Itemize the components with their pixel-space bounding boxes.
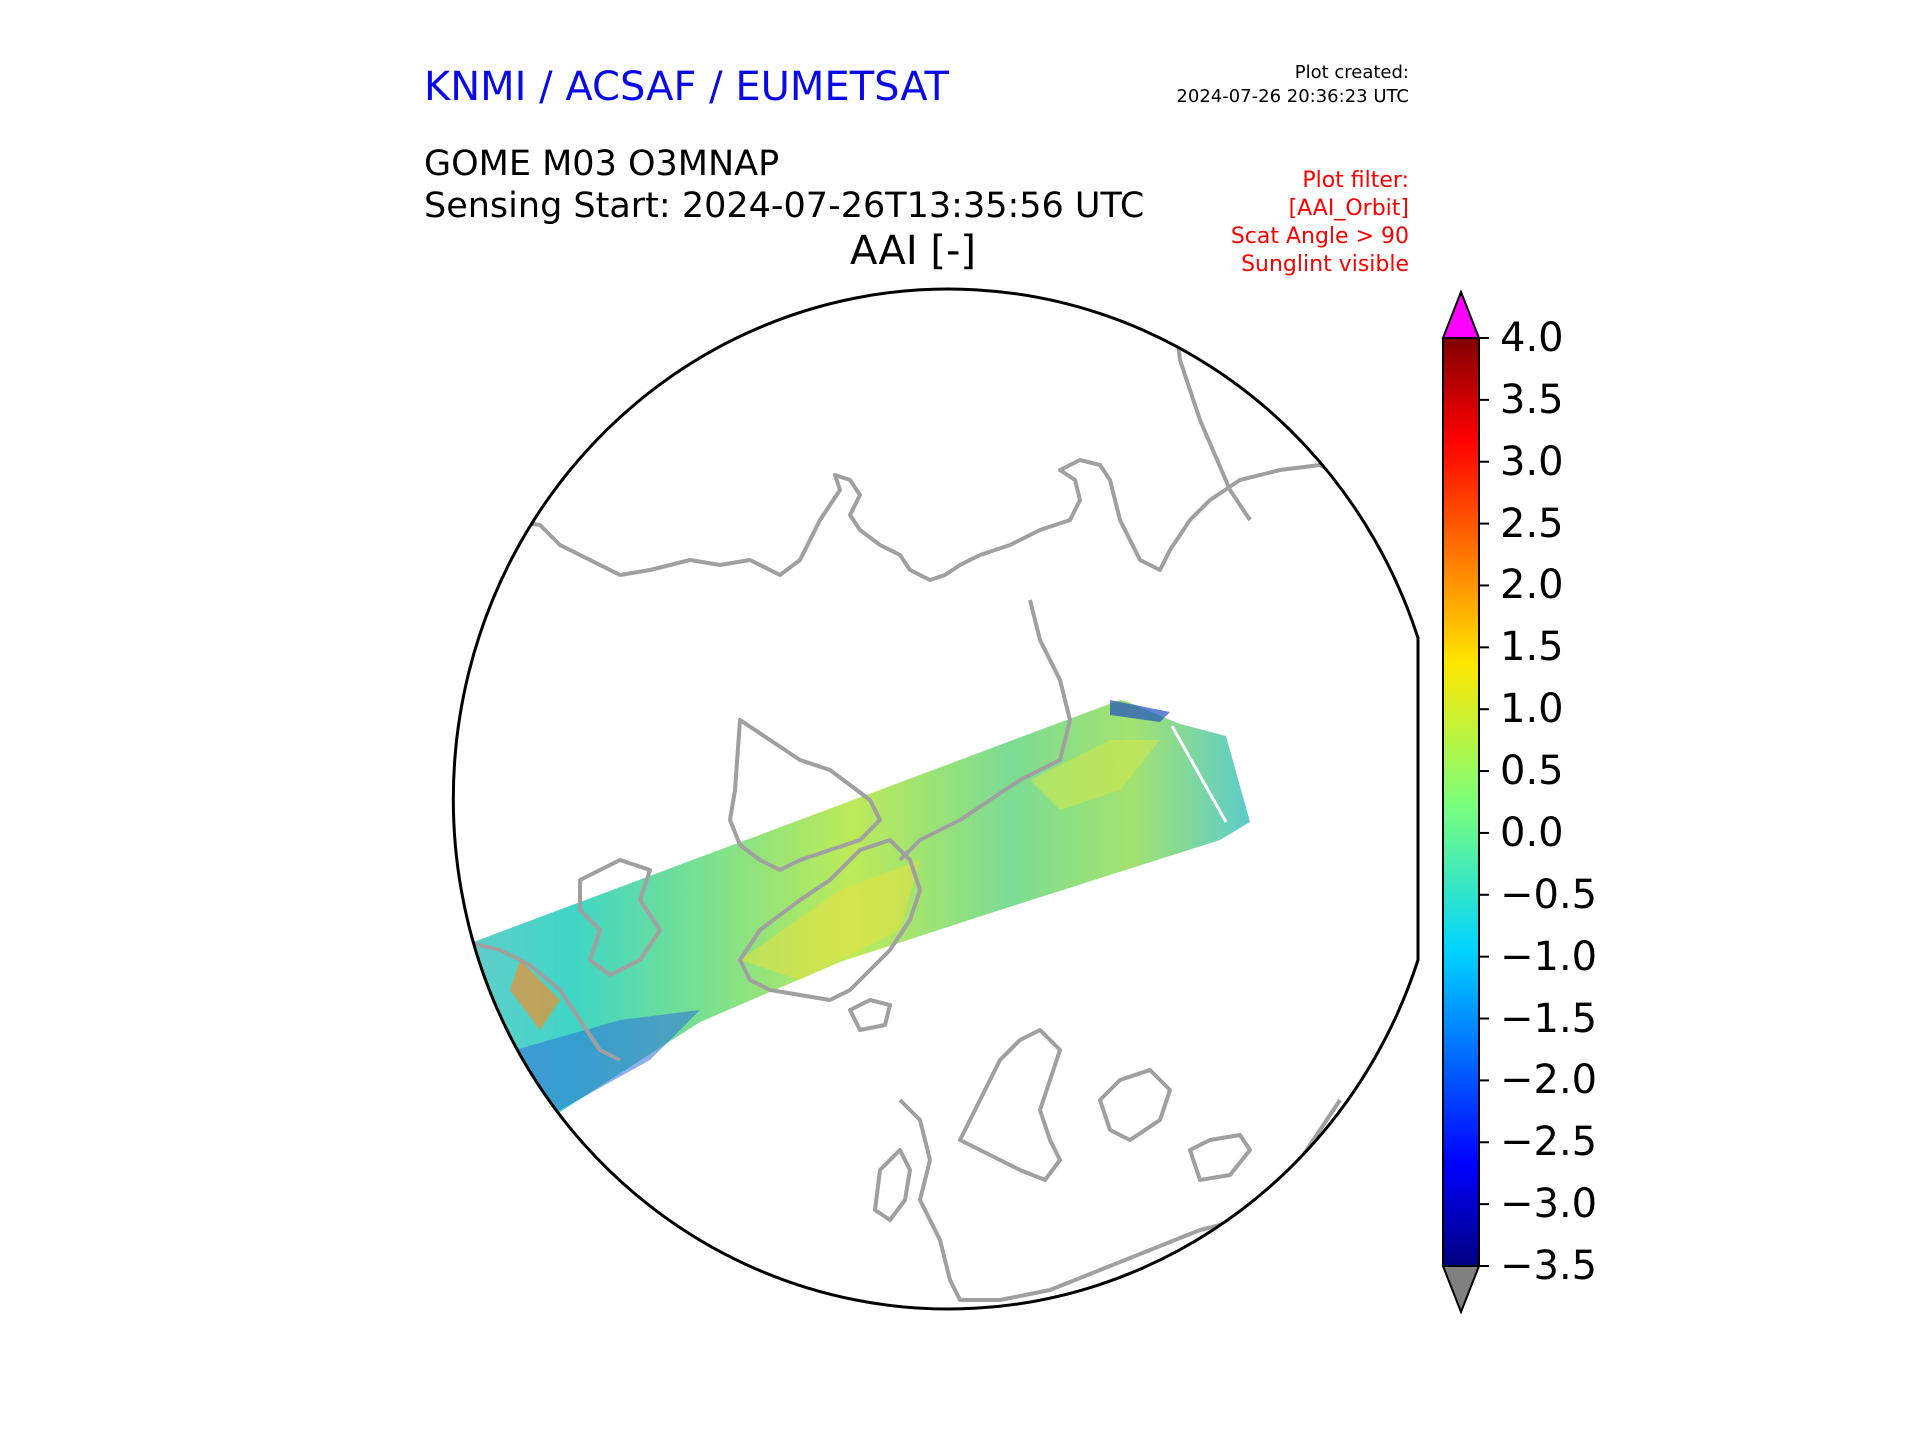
colorbar-over-triangle bbox=[1441, 289, 1481, 339]
colorbar-tick-label: −1.0 bbox=[1500, 933, 1598, 980]
coastline-arctic-islands bbox=[728, 718, 882, 872]
swath-band-blue-edge bbox=[1110, 700, 1170, 722]
plot-created-label: Plot created: bbox=[1294, 62, 1409, 83]
swath-band-orange bbox=[510, 960, 560, 1030]
colorbar-tick-label: −2.5 bbox=[1500, 1119, 1598, 1166]
colorbar-tick-label: 3.0 bbox=[1500, 438, 1564, 485]
sensing-start: Sensing Start: 2024-07-26T13:35:56 UTC bbox=[424, 186, 1145, 226]
swath-band-yellow bbox=[740, 860, 920, 980]
coastline-caspian bbox=[1188, 1133, 1252, 1182]
filter-orbit: [AAI_Orbit] bbox=[1288, 196, 1409, 221]
filter-scat-angle: Scat Angle > 90 bbox=[1230, 224, 1409, 249]
colorbar-tick-label: 2.5 bbox=[1500, 500, 1564, 547]
organization-title: KNMI / ACSAF / EUMETSAT bbox=[424, 64, 949, 110]
colorbar-tick-label: 4.0 bbox=[1500, 315, 1564, 361]
coastline-siberia bbox=[504, 458, 1372, 582]
colorbar-tick-label: 3.5 bbox=[1500, 376, 1564, 423]
colorbar-tick-label: −1.5 bbox=[1500, 995, 1598, 1042]
coastline-alaska bbox=[1173, 319, 1252, 522]
coastline-hudson-bay bbox=[578, 858, 662, 977]
colorbar-tick-label: −3.5 bbox=[1500, 1243, 1598, 1289]
coastline-iceland bbox=[848, 998, 892, 1032]
colorbar-tick-label: −3.0 bbox=[1500, 1181, 1598, 1228]
colorbar-tick-marks bbox=[1479, 337, 1489, 1267]
map-border bbox=[451, 287, 1420, 1311]
coastline-scandinavia bbox=[958, 1028, 1062, 1182]
product-title: GOME M03 O3MNAP bbox=[424, 144, 780, 184]
colorbar-tick-label: 0.0 bbox=[1500, 809, 1564, 856]
colorbar-tick-label: −0.5 bbox=[1500, 871, 1598, 918]
filter-heading: Plot filter: bbox=[1302, 168, 1409, 193]
coastline-greenland bbox=[738, 838, 922, 1002]
colorbar-tick-label: 2.0 bbox=[1500, 562, 1564, 609]
colorbar-under-triangle bbox=[1441, 1265, 1481, 1315]
coastline-uk bbox=[873, 1148, 912, 1222]
filter-sunglint: Sunglint visible bbox=[1241, 252, 1409, 277]
plot-created-time: 2024-07-26 20:36:23 UTC bbox=[1176, 86, 1409, 107]
variable-title: AAI [-] bbox=[850, 228, 976, 274]
coastline-canada-arctic bbox=[898, 599, 1072, 862]
coastline-baltic bbox=[1098, 1068, 1172, 1142]
colorbar-gradient bbox=[1442, 337, 1480, 1267]
colorbar-tick-label: 1.5 bbox=[1500, 624, 1564, 671]
swath-band-yellow-2 bbox=[1030, 740, 1160, 810]
swath-gap-line bbox=[1170, 725, 1228, 823]
colorbar-tick-label: 0.5 bbox=[1500, 748, 1564, 795]
colorbar-tick-label: 1.0 bbox=[1500, 686, 1564, 733]
coastline-labrador bbox=[459, 938, 621, 1062]
colorbar-tick-label: −2.0 bbox=[1500, 1057, 1598, 1104]
